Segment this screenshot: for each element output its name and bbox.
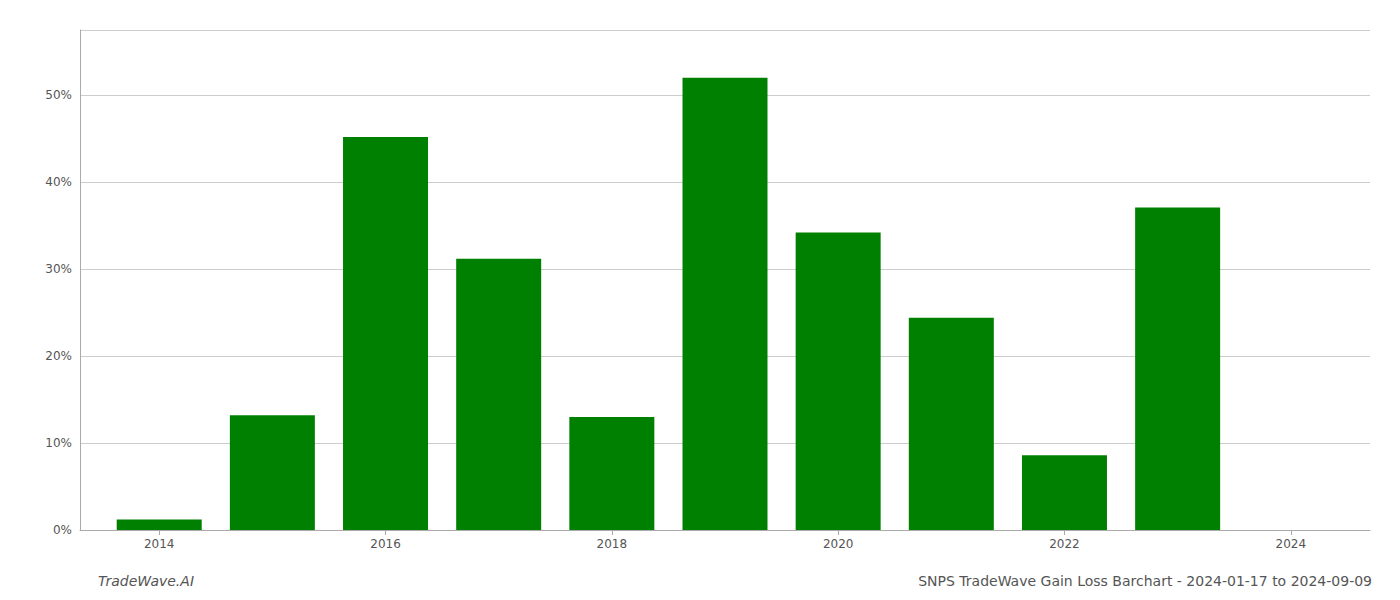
- svg-text:2022: 2022: [1049, 537, 1080, 551]
- svg-text:20%: 20%: [45, 349, 72, 363]
- svg-text:2016: 2016: [370, 537, 401, 551]
- svg-text:SNPS TradeWave Gain Loss Barch: SNPS TradeWave Gain Loss Barchart - 2024…: [918, 573, 1372, 589]
- svg-text:40%: 40%: [45, 175, 72, 189]
- svg-text:10%: 10%: [45, 436, 72, 450]
- svg-text:2014: 2014: [144, 537, 175, 551]
- svg-text:30%: 30%: [45, 262, 72, 276]
- svg-text:50%: 50%: [45, 88, 72, 102]
- svg-text:2020: 2020: [823, 537, 854, 551]
- svg-text:2018: 2018: [597, 537, 628, 551]
- svg-text:2024: 2024: [1276, 537, 1307, 551]
- svg-text:0%: 0%: [53, 523, 72, 537]
- svg-text:TradeWave.AI: TradeWave.AI: [98, 573, 194, 589]
